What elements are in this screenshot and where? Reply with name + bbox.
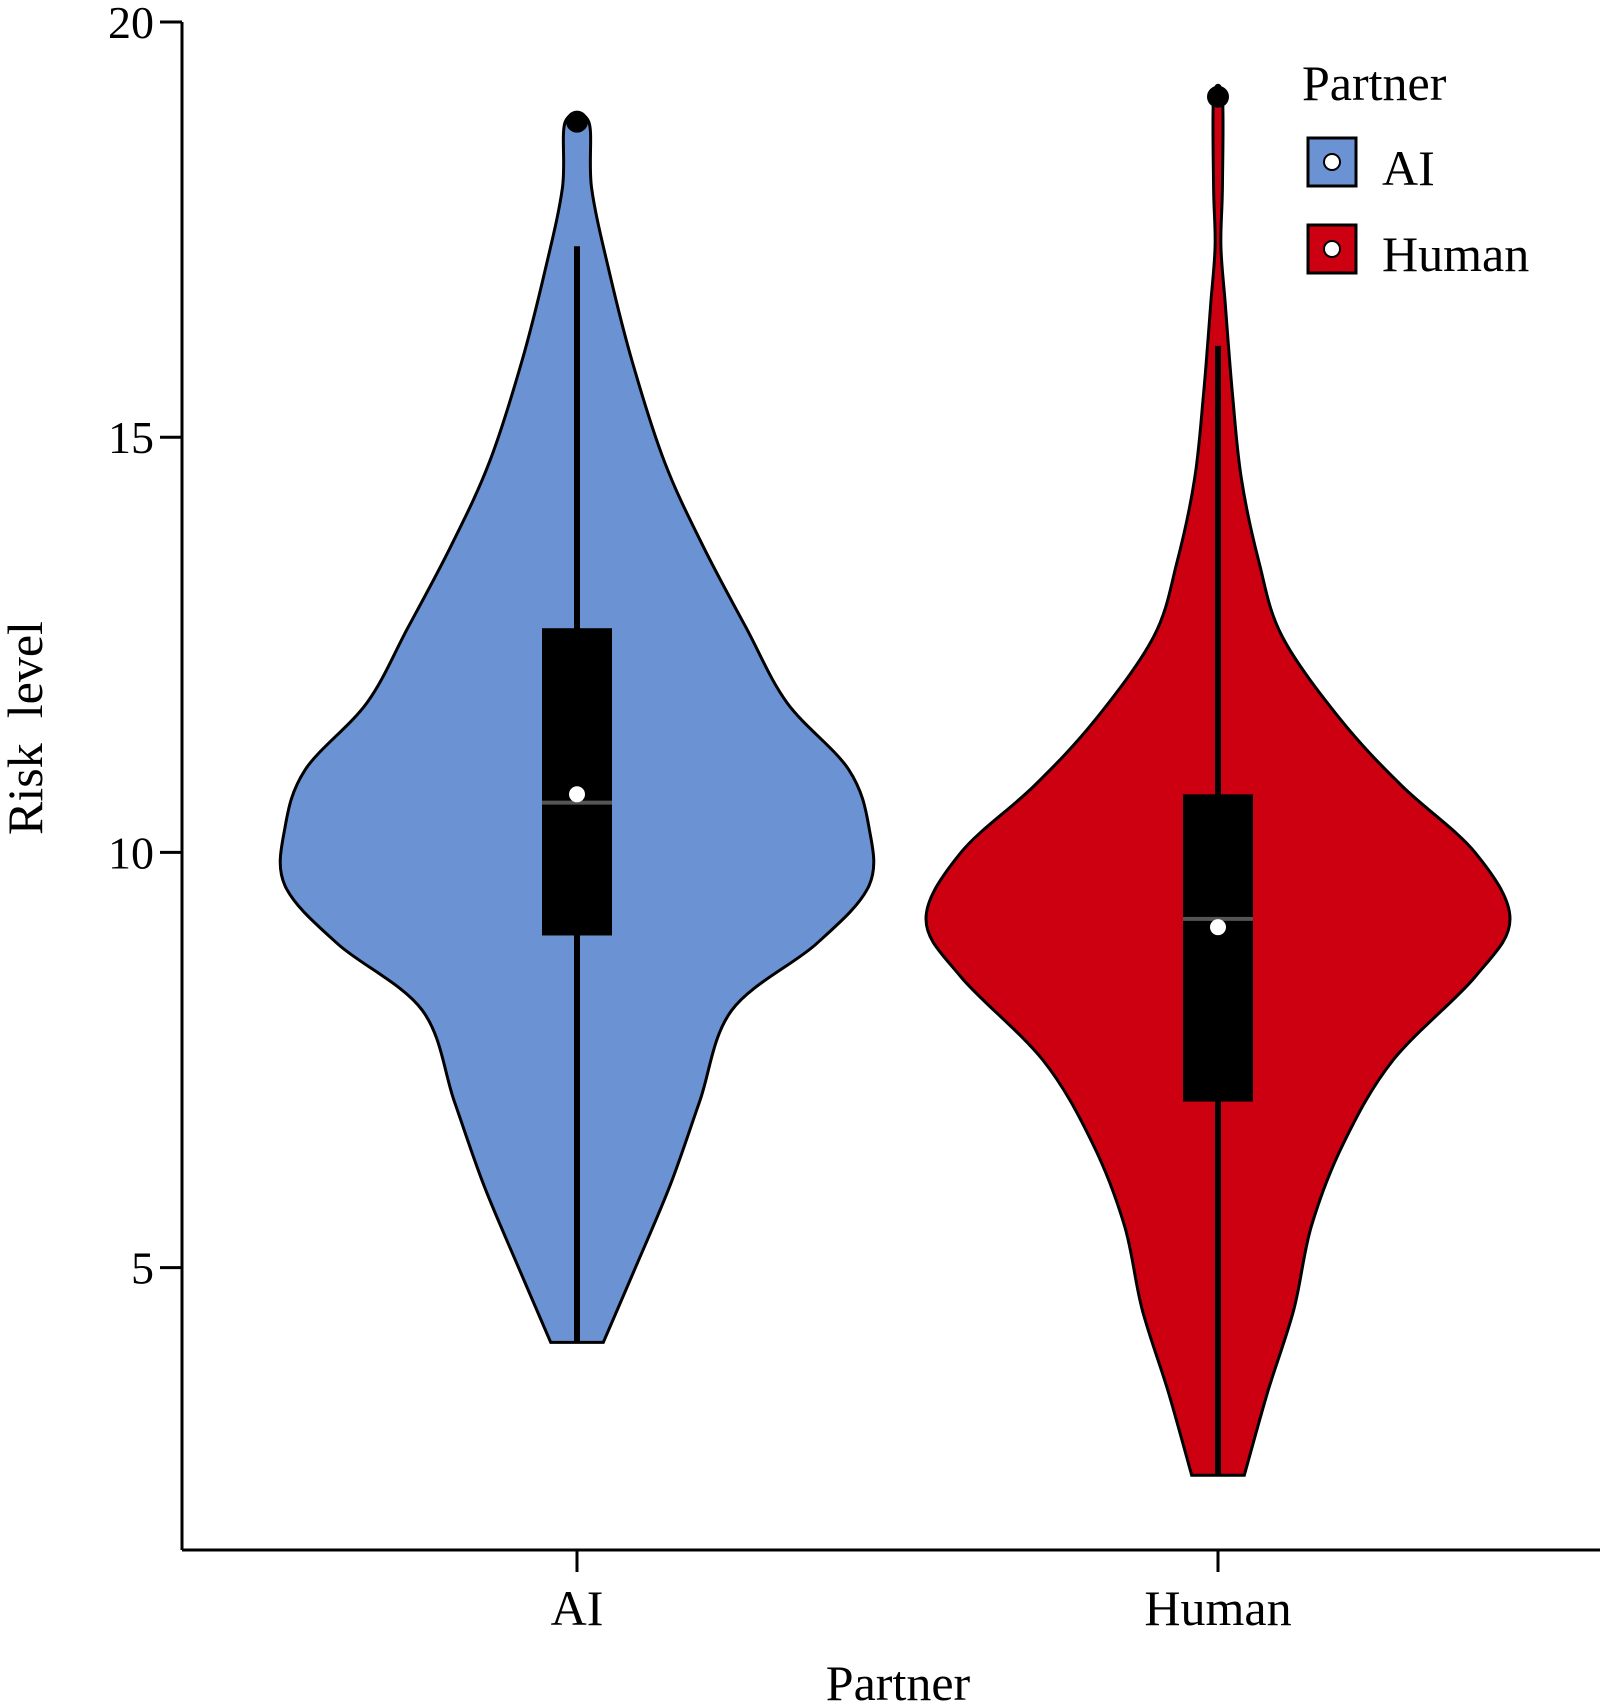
legend-title: Partner <box>1302 55 1447 111</box>
outlier-point-ai <box>566 110 588 133</box>
y-tick-label: 20 <box>108 0 154 48</box>
violins-layer <box>278 83 1512 1477</box>
y-tick-label: 15 <box>108 412 154 463</box>
x-axis-title: Partner <box>826 1655 971 1702</box>
box-human <box>1183 794 1253 1102</box>
box-ai <box>542 628 612 936</box>
legend-label-human: Human <box>1382 226 1529 282</box>
legend-marker-ai <box>1323 153 1341 171</box>
y-tick-label: 10 <box>108 827 154 878</box>
axes-layer: 5 10 15 20 AI Human <box>108 0 1600 1636</box>
outlier-point-human <box>1207 85 1229 108</box>
y-tick-label: 5 <box>131 1243 154 1294</box>
legend: Partner AI Human <box>1302 55 1529 282</box>
legend-label-ai: AI <box>1382 140 1435 196</box>
boxplots-layer <box>542 85 1253 1476</box>
x-tick-label: Human <box>1144 1580 1291 1636</box>
x-tick-label: AI <box>551 1580 604 1636</box>
legend-marker-human <box>1323 240 1341 258</box>
mean-point-human <box>1210 919 1226 936</box>
y-axis-title: Risk level <box>0 621 53 835</box>
mean-point-ai <box>569 786 585 803</box>
